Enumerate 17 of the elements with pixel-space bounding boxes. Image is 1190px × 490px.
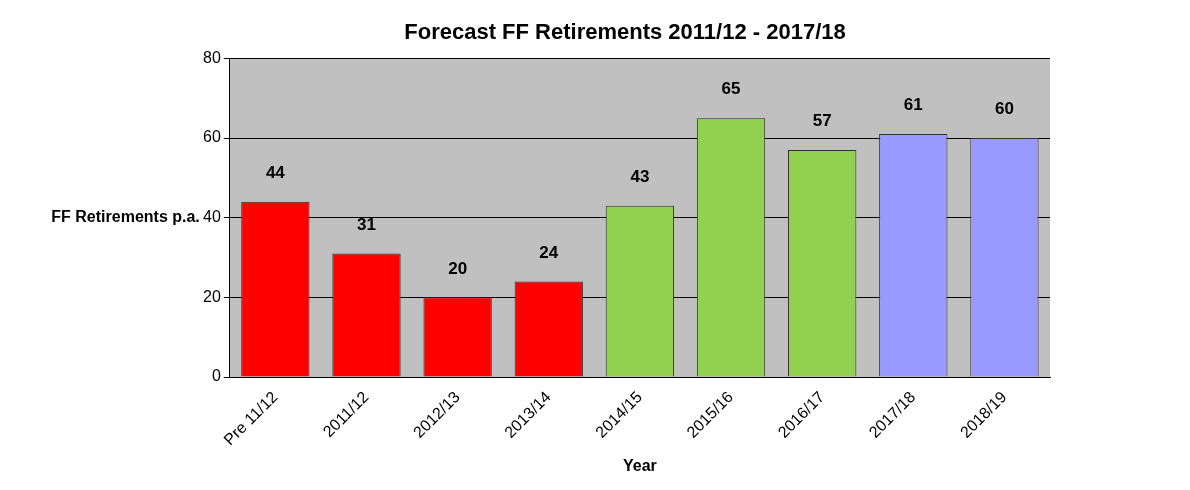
y-tick-label: 60 xyxy=(203,128,221,146)
data-label: 61 xyxy=(903,95,923,115)
data-label: 44 xyxy=(265,162,286,182)
data-label: 57 xyxy=(812,111,832,131)
y-tick-label: 80 xyxy=(203,48,221,66)
y-tick-label: 0 xyxy=(211,367,221,385)
data-label: 20 xyxy=(448,258,468,278)
data-label: 60 xyxy=(994,99,1014,119)
y-tick-label: 40 xyxy=(203,208,221,226)
y-tick-label: 20 xyxy=(203,287,221,305)
chart-title: Forecast FF Retirements 2011/12 - 2017/18 xyxy=(404,19,846,45)
data-label: 43 xyxy=(630,166,650,186)
data-label: 65 xyxy=(721,79,741,99)
y-axis-title: FF Retirements p.a. xyxy=(51,208,200,226)
data-label: 24 xyxy=(539,242,559,262)
x-axis-title: Year xyxy=(622,456,657,474)
data-label: 31 xyxy=(357,214,376,234)
